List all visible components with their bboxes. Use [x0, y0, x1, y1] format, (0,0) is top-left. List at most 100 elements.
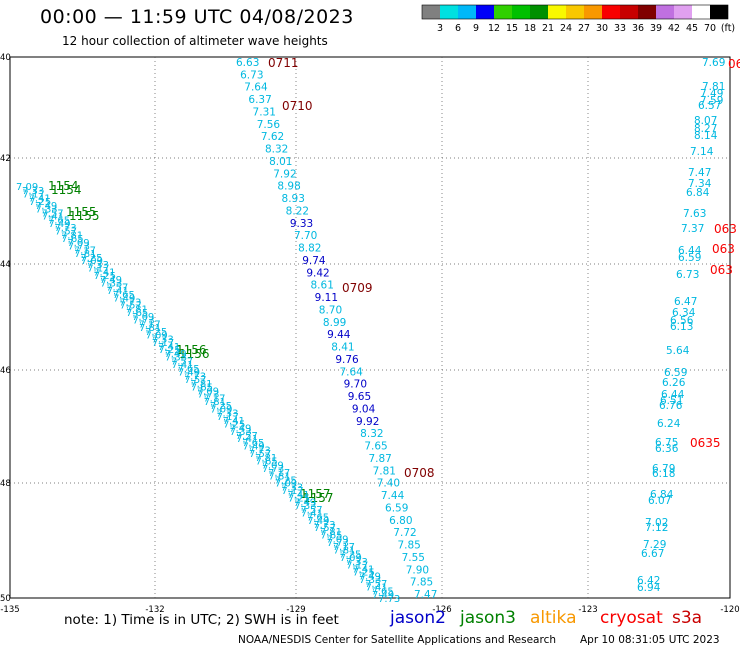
- swh-label: 7.65: [48, 216, 70, 227]
- y-tick-label: 44: [0, 260, 11, 270]
- pass-time-label: 1154: [48, 179, 79, 193]
- swh-label: 7.49: [307, 516, 329, 527]
- colorbar-label: 12: [488, 23, 500, 34]
- x-tick-label: -135: [0, 605, 19, 615]
- swh-label: 7.49: [113, 293, 135, 304]
- pass-time-label: 063: [714, 222, 737, 236]
- swh-label: 7.33: [346, 557, 368, 568]
- swh-label: 7.57: [120, 301, 142, 312]
- swh-label: 9.33: [290, 218, 313, 230]
- swh-label: 7.49: [48, 219, 70, 230]
- swh-label: 7.73: [184, 371, 206, 382]
- swh-label: 7.25: [158, 345, 180, 356]
- swh-label: 7.25: [80, 253, 102, 264]
- swh-label: 7.81: [204, 397, 226, 408]
- colorbar-label: 24: [560, 23, 572, 34]
- swh-label: 7.65: [320, 531, 342, 542]
- swh-label: 7.49: [294, 498, 316, 509]
- swh-label: 8.41: [331, 342, 354, 354]
- colorbar-swatch: [494, 5, 512, 19]
- y-tick-label: 40: [0, 53, 11, 63]
- colorbar-label: 18: [524, 23, 536, 34]
- swh-label: 7.81: [320, 527, 342, 538]
- swh-label: 7.47: [414, 589, 437, 601]
- swh-label: 7.25: [210, 401, 232, 412]
- map-plot: -135 -132 -129 -126 -123 -120 40 42 44 46 48 50 6.63…: [0, 53, 740, 615]
- swh-label: 7.17: [87, 264, 109, 275]
- colorbar-label: 70: [704, 23, 716, 34]
- swh-label: 7.17: [268, 468, 290, 479]
- swh-label: 7.73: [249, 446, 271, 457]
- swh-label: 7.57: [184, 375, 206, 386]
- swh-label: 7.02: [645, 517, 668, 529]
- swh-label: 7.29: [643, 539, 666, 551]
- colorbar-swatch: [530, 5, 548, 19]
- swh-label: 6.67: [641, 548, 664, 560]
- pass-time-label: 063: [710, 263, 733, 277]
- swh-label: 7.90: [406, 564, 429, 576]
- satellite-jason3: jason3: [460, 608, 516, 628]
- swh-label: 7.33: [87, 260, 109, 271]
- pass-time-label: 1156: [176, 343, 207, 357]
- x-tick-label: -132: [145, 605, 164, 615]
- swh-label: 7.33: [294, 501, 316, 512]
- swh-label: 9.92: [356, 416, 379, 428]
- swh-label: 6.13: [670, 321, 693, 333]
- swh-label: 7.09: [197, 386, 219, 397]
- colorbar-swatch: [620, 5, 638, 19]
- swh-label: 7.09: [81, 256, 103, 267]
- swh-label: 9.76: [335, 354, 359, 366]
- colorbar-legend: 3 6 9 12 15 18 21 24 27 30 33 36 39 42 45 70 (ft): [421, 4, 735, 34]
- swh-label: 7.57: [365, 579, 387, 590]
- swh-label: 7.73: [378, 594, 400, 605]
- swh-label: 7.33: [151, 334, 173, 345]
- swh-label: 8.22: [286, 205, 309, 217]
- swh-label: 7.31: [253, 106, 276, 118]
- swh-label: 8.27: [694, 123, 717, 135]
- swh-label: 7.57: [55, 227, 77, 238]
- credit-text: NOAA/NESDIS Center for Satellite Applica…: [238, 634, 556, 646]
- swh-label: 6.42: [637, 575, 660, 587]
- swh-label: 9.11: [315, 292, 338, 304]
- swh-label: 7.41: [366, 583, 388, 594]
- swh-label: 7.73: [54, 223, 76, 234]
- swh-label: 6.73: [240, 69, 263, 81]
- swh-label: 7.73: [262, 464, 284, 475]
- swh-label: 7.81: [268, 471, 290, 482]
- swh-label: 7.69: [702, 57, 725, 69]
- y-tick-label: 42: [0, 154, 11, 164]
- swh-label: 7.73: [197, 390, 219, 401]
- colorbar-label: 30: [596, 23, 608, 34]
- swh-label: 7.57: [300, 505, 322, 516]
- swh-label: 7.49: [229, 423, 251, 434]
- colorbar-label: 15: [506, 23, 518, 34]
- map-title: 00:00 — 11:59 UTC 04/08/2023: [40, 6, 354, 28]
- swh-label: 7.17: [281, 486, 303, 497]
- swh-label: 8.07: [694, 115, 717, 127]
- swh-label: 7.49: [100, 275, 122, 286]
- swh-label: 8.70: [319, 304, 342, 316]
- swh-label: 7.65: [255, 456, 277, 467]
- swh-label: 6.37: [248, 94, 271, 106]
- swh-label: 7.33: [230, 427, 252, 438]
- swh-label: 9.65: [348, 391, 371, 403]
- swh-label: 7.73: [68, 241, 90, 252]
- swh-label: 7.65: [307, 512, 329, 523]
- swh-label: 7.09: [261, 460, 283, 471]
- pass-time-label: 1154: [51, 183, 82, 197]
- colorbar-label: 21: [542, 23, 554, 34]
- swh-label: 6.34: [672, 307, 696, 319]
- swh-label: 7.33: [281, 483, 303, 494]
- swh-label: 7.59: [700, 95, 723, 107]
- pass-time-label: 063: [712, 242, 735, 256]
- swh-label: 7.41: [223, 416, 245, 427]
- swh-label: 7.25: [145, 327, 167, 338]
- colorbar-swatch: [638, 5, 656, 19]
- swh-label: 7.65: [242, 438, 264, 449]
- x-tick-label: -126: [432, 605, 451, 615]
- swh-label: 6.44: [661, 389, 685, 401]
- colorbar-swatch: [602, 5, 620, 19]
- swh-label: 7.87: [368, 453, 391, 465]
- swh-label: 7.49: [700, 88, 723, 100]
- swh-label: 9.42: [306, 267, 329, 279]
